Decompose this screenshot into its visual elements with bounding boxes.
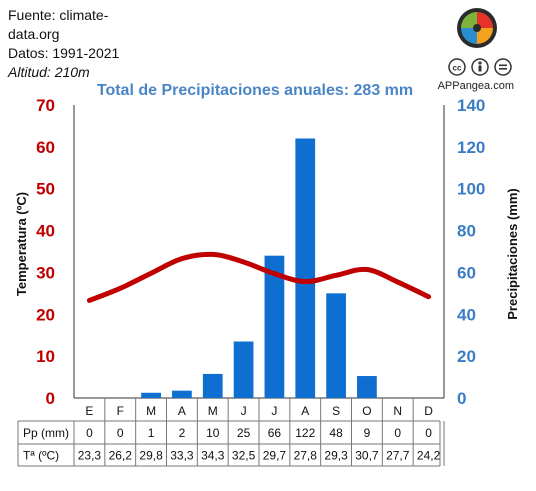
x-tick-label: A [178,404,186,418]
table-cell-pp: 10 [206,426,220,440]
precip-bar [233,341,254,398]
table-cell-temp: 24,2 [417,449,441,463]
cc-license-icons: cc [448,58,512,76]
table-cell-temp: 26,2 [109,449,133,463]
x-tick-label: M [208,404,218,418]
y-tick-left: 50 [36,180,55,199]
x-tick-label: N [393,404,402,418]
brand-name: APPangea.com [437,80,514,92]
x-tick-label: J [271,404,277,418]
y-tick-right: 140 [457,96,485,115]
y-tick-right: 0 [457,389,466,408]
by-icon [471,58,489,76]
y-tick-right: 100 [457,180,485,199]
table-cell-temp: 23,3 [78,449,102,463]
table-cell-pp: 0 [425,426,432,440]
appangea-logo-icon [457,8,497,48]
altitude: Altitud: 210m [8,64,90,80]
table-cell-temp: 30,7 [355,449,379,463]
table-cell-temp: 29,7 [263,449,287,463]
table-cell-temp: 34,3 [201,449,225,463]
source-line-1: Fuente: climate- [8,7,109,23]
y-tick-left: 40 [36,222,55,241]
table-cell-pp: 0 [117,426,124,440]
precip-bar [141,392,161,398]
source-line-2: data.org [8,26,60,42]
y-tick-right: 60 [457,263,476,282]
table-cell-pp: 66 [268,426,282,440]
table-cell-temp: 29,8 [139,449,163,463]
y-tick-left: 0 [46,389,55,408]
x-tick-label: D [424,404,433,418]
y-tick-right: 80 [457,222,476,241]
table-cell-pp: 0 [86,426,93,440]
y-tick-left: 10 [36,347,55,366]
precip-bar [357,376,377,398]
table-cell-temp: 33,3 [170,449,194,463]
y-tick-left: 70 [36,96,55,115]
y-axis-right-label: Precipitaciones (mm) [505,188,520,320]
precip-bar [202,373,223,398]
y-tick-right: 20 [457,347,476,366]
table-cell-pp: 25 [237,426,251,440]
precip-bar [326,293,346,398]
svg-text:cc: cc [453,64,462,73]
x-tick-label: O [362,404,371,418]
x-tick-label: E [85,404,93,418]
precip-bar [264,255,285,398]
y-tick-left: 20 [36,305,55,324]
table-label-pp: Pp (mm) [23,426,69,440]
y-tick-right: 120 [457,138,485,157]
table-cell-pp: 9 [364,426,371,440]
nd-icon [494,58,512,76]
table-cell-pp: 1 [148,426,155,440]
y-tick-left: 60 [36,138,55,157]
x-tick-label: S [332,404,340,418]
temperature-line [86,251,432,303]
table-cell-temp: 27,8 [294,449,318,463]
table-cell-temp: 32,5 [232,449,256,463]
table-cell-pp: 2 [179,426,186,440]
y-axis-left-label: Temperatura (ºC) [14,192,29,296]
y-tick-left: 30 [36,263,55,282]
table-cell-pp: 48 [329,426,343,440]
cc-icon: cc [448,58,466,76]
table-label-temp: Tª (ºC) [23,449,59,463]
precip-bar [172,390,192,398]
table-cell-temp: 27,7 [386,449,410,463]
x-tick-label: A [301,404,309,418]
x-tick-label: F [117,404,124,418]
data-years: Datos: 1991-2021 [8,45,120,61]
table-cell-pp: 122 [295,426,315,440]
table-cell-temp: 29,3 [324,449,348,463]
x-tick-label: M [146,404,156,418]
chart-title: Total de Precipitaciones anuales: 283 mm [97,82,413,99]
y-tick-right: 40 [457,305,476,324]
table-cell-pp: 0 [394,426,401,440]
precip-bar [295,138,316,398]
x-tick-label: J [241,404,247,418]
